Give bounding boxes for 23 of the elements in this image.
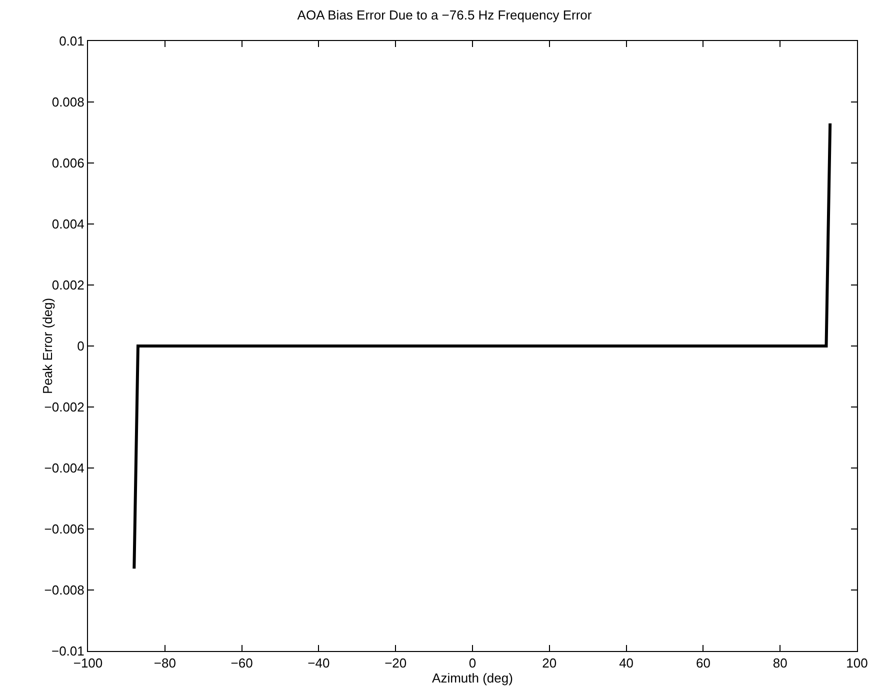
- y-tick-label: 0.004: [52, 216, 84, 232]
- y-tick-label: −0.004: [44, 460, 84, 476]
- x-tick-label: −80: [154, 656, 176, 671]
- x-tick-label: 40: [619, 656, 634, 671]
- y-axis-title: Peak Error (deg): [40, 298, 55, 394]
- x-tick-label: 20: [542, 656, 557, 671]
- x-tick-label: 80: [772, 656, 788, 671]
- x-tick-label: −40: [308, 656, 330, 671]
- y-tick-label: 0: [77, 338, 84, 354]
- y-tick-label: 0.01: [59, 34, 84, 49]
- x-tick-label: 100: [846, 656, 868, 671]
- x-tick-label: 60: [696, 656, 710, 671]
- x-tick-label: 0: [468, 656, 476, 671]
- y-tick-label: 0.008: [52, 94, 84, 110]
- chart-title: AOA Bias Error Due to a −76.5 Hz Frequency Error: [297, 8, 592, 23]
- y-tick-label: 0.006: [52, 156, 84, 171]
- x-tick-label: −20: [384, 656, 407, 671]
- y-tick-label: −0.002: [44, 400, 84, 415]
- x-axis-title: Azimuth (deg): [432, 670, 513, 686]
- y-tick-label: −0.008: [44, 582, 84, 598]
- x-tick-label: −60: [230, 656, 253, 671]
- y-tick-label: 0.002: [52, 278, 84, 293]
- y-tick-label: −0.006: [44, 522, 84, 537]
